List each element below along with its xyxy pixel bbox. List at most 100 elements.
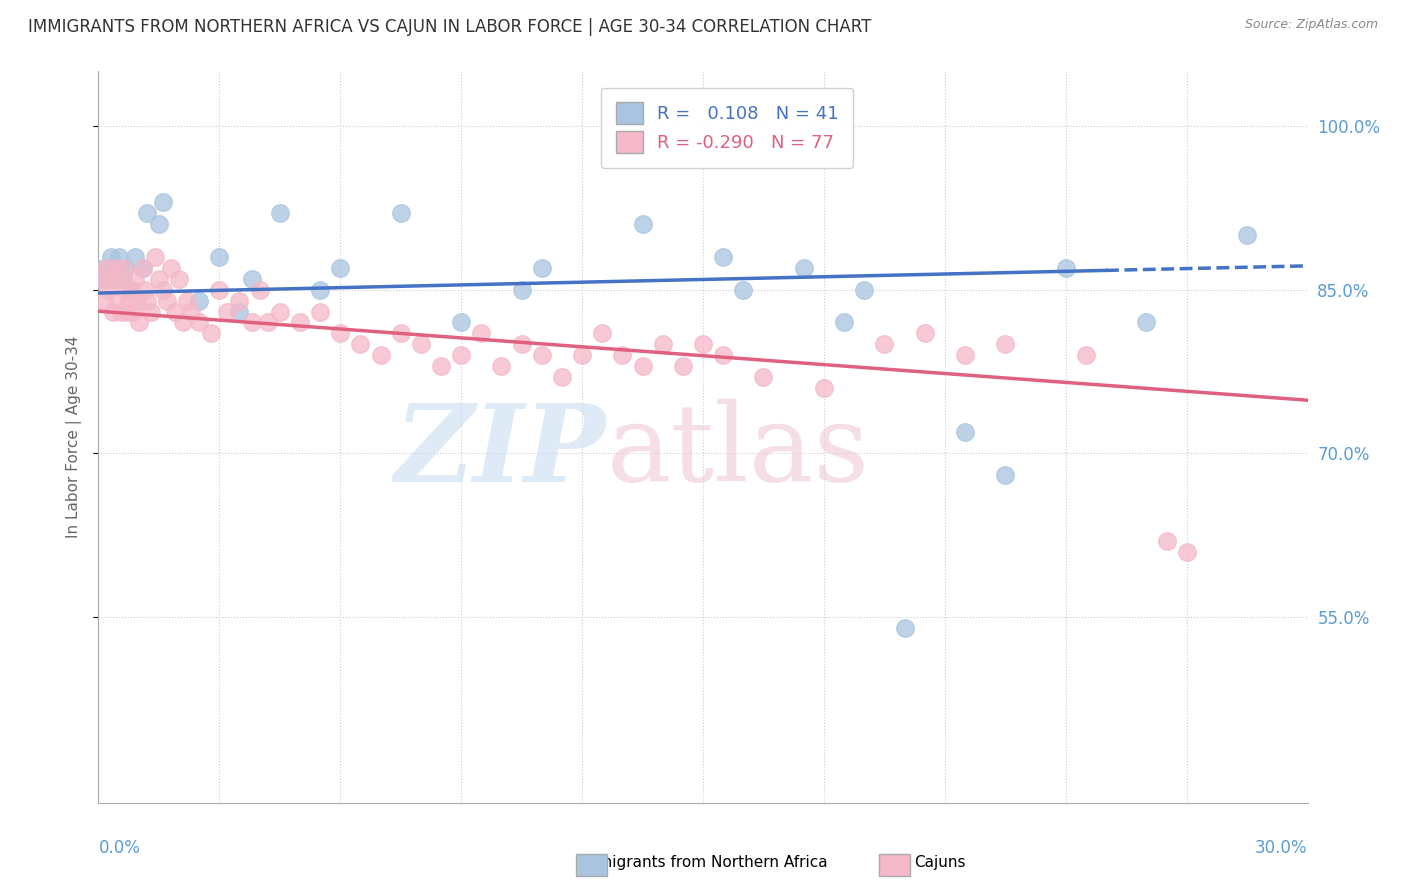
Point [530, 348, 553, 362]
Point [873, 337, 896, 351]
Point [491, 359, 513, 373]
Point [240, 272, 263, 286]
Point [1256, 850, 1278, 864]
Point [91, 272, 114, 286]
Point [953, 348, 976, 362]
Point [228, 304, 250, 318]
Point [132, 260, 155, 275]
Point [107, 272, 129, 286]
Point [288, 315, 311, 329]
Point [107, 250, 129, 264]
Point [110, 260, 132, 275]
Point [101, 304, 124, 318]
Point [551, 370, 574, 384]
Point [180, 304, 202, 318]
Point [994, 337, 1017, 351]
Point [329, 260, 352, 275]
Point [135, 206, 157, 220]
Point [1156, 533, 1178, 548]
Point [105, 272, 128, 286]
Point [651, 337, 673, 351]
Point [631, 217, 654, 231]
Point [269, 206, 291, 220]
Point [1175, 545, 1198, 559]
Point [143, 250, 166, 264]
Point [793, 260, 815, 275]
Point [208, 250, 231, 264]
Point [120, 283, 142, 297]
Point [450, 348, 472, 362]
Point [1135, 315, 1157, 329]
Point [450, 315, 472, 329]
Point [139, 304, 162, 318]
Point [329, 326, 352, 341]
Point [160, 260, 183, 275]
Point [249, 283, 271, 297]
Point [114, 260, 136, 275]
Point [148, 272, 170, 286]
Point [114, 283, 136, 297]
Point [152, 195, 174, 210]
Point [832, 315, 855, 329]
Point [240, 315, 263, 329]
Point [120, 283, 142, 297]
Point [217, 304, 239, 318]
Point [1074, 348, 1097, 362]
Point [97, 283, 120, 297]
Point [994, 468, 1017, 483]
Point [152, 283, 174, 297]
Point [510, 283, 533, 297]
Point [96, 272, 118, 286]
Point [591, 326, 613, 341]
Point [430, 359, 453, 373]
Point [101, 272, 124, 286]
Point [672, 359, 695, 373]
Point [115, 304, 138, 318]
Point [132, 260, 155, 275]
Point [389, 206, 412, 220]
Point [97, 260, 120, 275]
Point [93, 293, 115, 308]
Point [110, 304, 132, 318]
Text: Source: ZipAtlas.com: Source: ZipAtlas.com [1244, 18, 1378, 31]
Point [100, 250, 122, 264]
Point [953, 425, 976, 439]
Point [893, 621, 915, 635]
Point [100, 272, 122, 286]
Point [389, 326, 412, 341]
Point [309, 283, 332, 297]
Point [200, 326, 222, 341]
Point [105, 293, 128, 308]
Point [752, 370, 775, 384]
Text: ZIP: ZIP [395, 399, 606, 505]
Point [91, 272, 114, 286]
Text: Immigrants from Northern Africa: Immigrants from Northern Africa [578, 855, 828, 870]
Point [121, 304, 143, 318]
Point [208, 283, 231, 297]
Point [269, 304, 291, 318]
Point [256, 315, 278, 329]
Point [188, 293, 211, 308]
Point [914, 326, 936, 341]
Point [96, 260, 118, 275]
Text: Cajuns: Cajuns [914, 855, 966, 870]
Point [309, 304, 332, 318]
Point [470, 326, 492, 341]
Point [228, 293, 250, 308]
Point [733, 283, 755, 297]
Point [631, 359, 654, 373]
Point [692, 337, 714, 351]
Point [711, 348, 734, 362]
Point [125, 293, 148, 308]
Y-axis label: In Labor Force | Age 30-34: In Labor Force | Age 30-34 [66, 335, 83, 539]
Point [111, 272, 134, 286]
Point [612, 348, 634, 362]
Point [163, 304, 186, 318]
Text: IMMIGRANTS FROM NORTHERN AFRICA VS CAJUN IN LABOR FORCE | AGE 30-34 CORRELATION : IMMIGRANTS FROM NORTHERN AFRICA VS CAJUN… [28, 18, 872, 36]
Legend: R =   0.108   N = 41, R = -0.290   N = 77: R = 0.108 N = 41, R = -0.290 N = 77 [602, 87, 853, 168]
Point [111, 260, 134, 275]
Point [124, 250, 146, 264]
Point [176, 293, 198, 308]
Point [134, 283, 156, 297]
Point [1236, 228, 1258, 243]
